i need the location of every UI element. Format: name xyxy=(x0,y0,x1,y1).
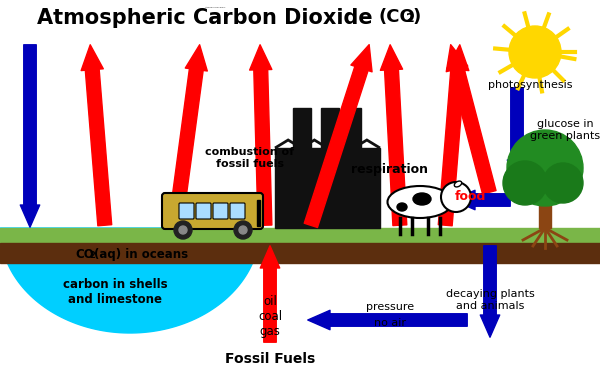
Polygon shape xyxy=(321,108,339,148)
Text: 2: 2 xyxy=(406,12,415,25)
FancyBboxPatch shape xyxy=(196,203,211,219)
FancyBboxPatch shape xyxy=(213,203,228,219)
Polygon shape xyxy=(539,193,551,228)
Polygon shape xyxy=(0,228,260,333)
Polygon shape xyxy=(275,148,380,228)
Circle shape xyxy=(234,221,252,239)
Text: carbon in shells
and limestone: carbon in shells and limestone xyxy=(62,278,167,306)
Text: oil
coal
gas: oil coal gas xyxy=(258,295,282,338)
FancyBboxPatch shape xyxy=(179,203,194,219)
Ellipse shape xyxy=(454,181,461,187)
Circle shape xyxy=(509,26,561,78)
Circle shape xyxy=(507,130,583,206)
Circle shape xyxy=(441,182,471,212)
Circle shape xyxy=(239,226,247,234)
Circle shape xyxy=(174,221,192,239)
Polygon shape xyxy=(0,228,600,243)
Text: 2: 2 xyxy=(89,251,95,260)
Text: glucose in
green plants: glucose in green plants xyxy=(530,119,600,141)
Circle shape xyxy=(503,161,547,205)
Text: respiration: respiration xyxy=(352,164,428,176)
Text: (CO: (CO xyxy=(378,8,415,26)
Circle shape xyxy=(179,226,187,234)
Text: Fossil Fuels: Fossil Fuels xyxy=(225,352,315,366)
Ellipse shape xyxy=(397,203,407,211)
Text: combustion of
fossil fuels: combustion of fossil fuels xyxy=(205,147,295,169)
Text: ): ) xyxy=(413,8,421,26)
Polygon shape xyxy=(0,243,600,263)
Polygon shape xyxy=(293,108,311,148)
Text: Atmospheric Carbon Dioxide: Atmospheric Carbon Dioxide xyxy=(37,8,373,28)
Text: decaying plants
and animals: decaying plants and animals xyxy=(446,289,535,311)
Text: (aq) in oceans: (aq) in oceans xyxy=(94,248,188,261)
Text: no air: no air xyxy=(374,318,406,328)
Text: photosynthesis: photosynthesis xyxy=(488,80,572,90)
Ellipse shape xyxy=(413,193,431,205)
FancyBboxPatch shape xyxy=(230,203,245,219)
Polygon shape xyxy=(343,108,361,148)
Text: pressure: pressure xyxy=(366,302,414,312)
Polygon shape xyxy=(257,200,260,226)
Text: CO: CO xyxy=(75,248,94,261)
Text: food: food xyxy=(455,189,487,202)
Circle shape xyxy=(543,163,583,203)
FancyBboxPatch shape xyxy=(162,193,263,229)
Text: Atmospheric Carbon Dioxide: Atmospheric Carbon Dioxide xyxy=(205,7,225,8)
Ellipse shape xyxy=(388,186,452,218)
